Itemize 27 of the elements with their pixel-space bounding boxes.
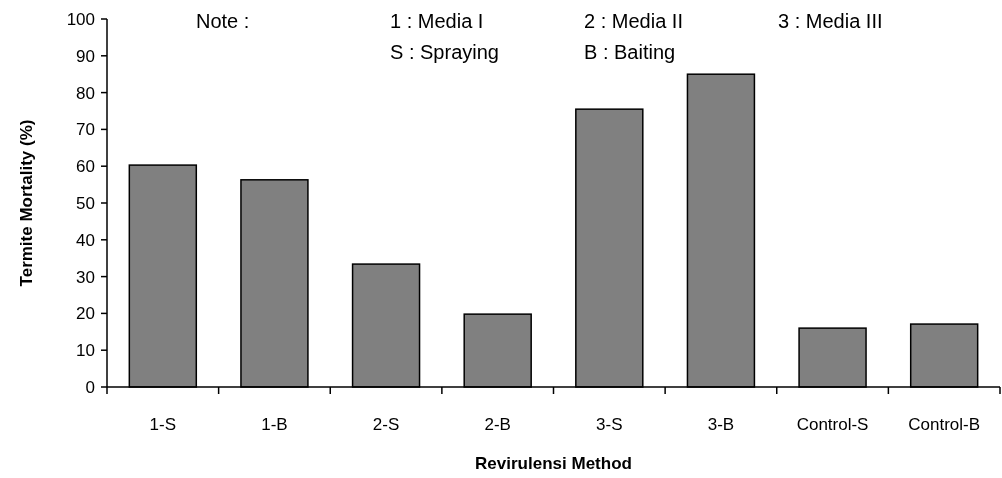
y-tick-label: 40 [76,230,95,250]
y-tick-label: 90 [76,46,95,66]
y-tick-label: 10 [76,341,95,361]
y-tick-label: 50 [76,193,95,213]
x-tick-label: 1-B [261,415,288,434]
y-tick-label: 0 [85,377,95,397]
annotation: B : Baiting [584,41,676,63]
y-tick-label: 100 [66,9,95,29]
y-tick-label: 60 [76,157,95,177]
annotation: 1 : Media I [390,10,484,32]
x-tick-label: 1-S [149,415,177,434]
x-tick-label: Control-S [796,415,869,434]
y-tick-label: 30 [76,267,95,287]
x-tick-label: 3-S [596,415,623,434]
y-tick-label: 70 [76,120,95,140]
y-tick-label: 80 [76,83,95,103]
annotation: S : Spraying [390,41,499,63]
x-axis-title: Revirulensi Method [475,454,632,473]
annotation: Note : [196,10,250,32]
y-axis-title: Termite Mortality (%) [17,119,36,287]
x-tick-label: 2-S [372,415,400,434]
annotation: 2 : Media II [584,10,683,32]
annotation: 3 : Media III [778,10,883,32]
y-tick-label: 20 [76,304,95,324]
x-tick-label: 2-B [484,415,511,434]
x-tick-label: Control-B [908,415,981,434]
x-tick-label: 3-B [707,415,735,434]
